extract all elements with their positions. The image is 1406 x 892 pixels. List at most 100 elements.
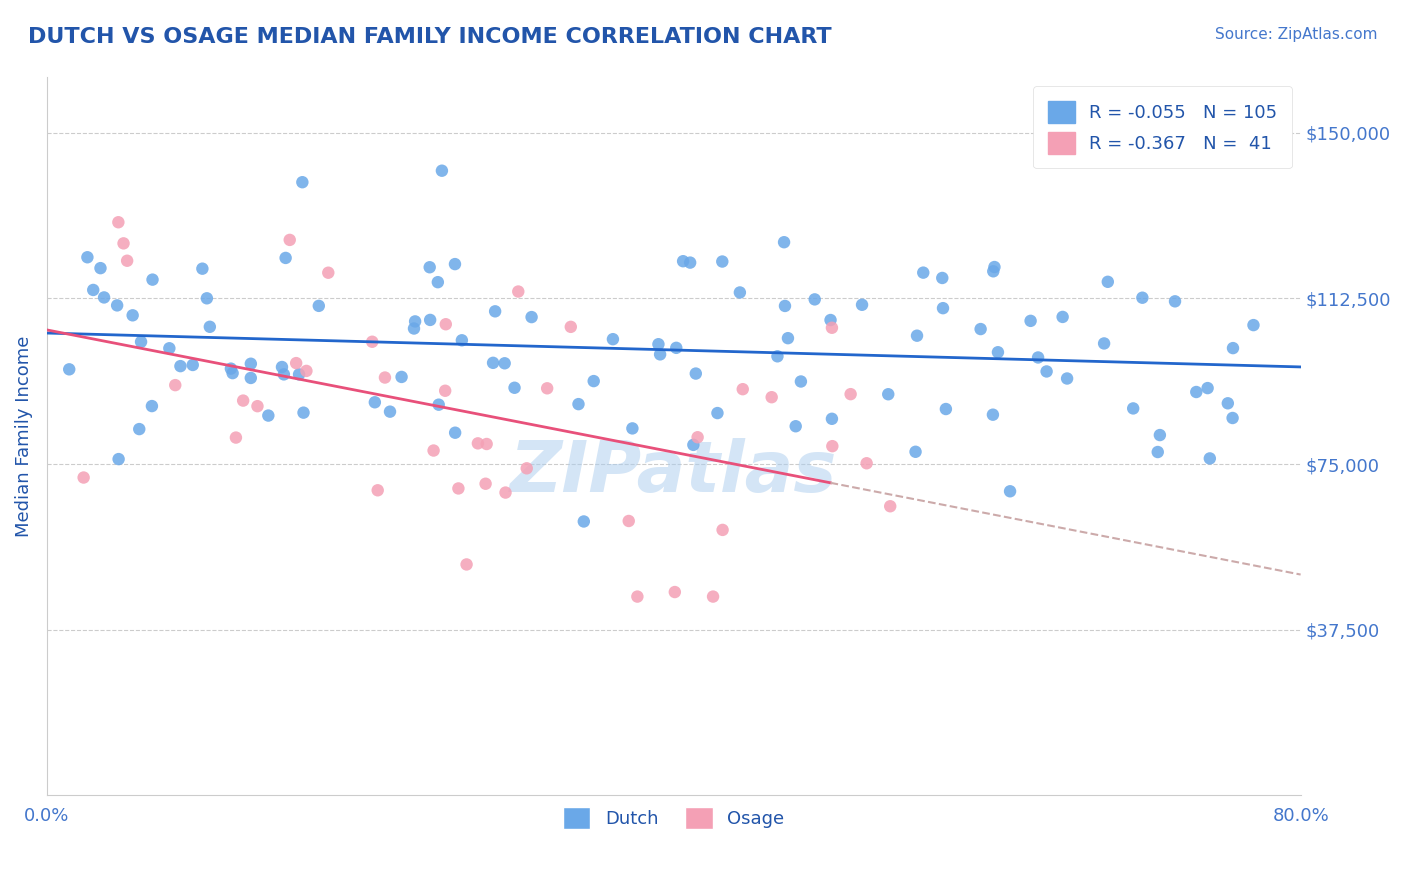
Point (969, 322, 991, 336)
Point (271, 359, 294, 374)
Text: DUTCH VS OSAGE MEDIAN FAMILY INCOME CORRELATION CHART: DUTCH VS OSAGE MEDIAN FAMILY INCOME CORR… (28, 27, 832, 46)
Point (572, 515, 595, 529)
Point (1122, 401, 1144, 416)
Point (648, 347, 671, 361)
Point (702, 590, 724, 604)
Point (508, 285, 530, 299)
Point (731, 382, 754, 396)
Point (785, 419, 807, 434)
Point (105, 298, 128, 312)
Point (665, 341, 688, 355)
Legend: Dutch, Osage: Dutch, Osage (548, 793, 799, 844)
Point (157, 341, 180, 355)
Point (932, 301, 955, 315)
Point (1132, 291, 1154, 305)
Point (664, 585, 686, 599)
Point (129, 334, 152, 349)
Point (232, 393, 254, 408)
Point (288, 368, 311, 382)
Point (820, 313, 842, 327)
Point (246, 399, 269, 413)
Point (536, 381, 558, 395)
Text: Source: ZipAtlas.com: Source: ZipAtlas.com (1215, 27, 1378, 42)
Point (291, 175, 314, 189)
Point (76, 250, 98, 264)
Point (295, 364, 318, 378)
Point (141, 272, 163, 286)
Point (761, 390, 783, 404)
Point (728, 285, 751, 300)
Point (503, 381, 526, 395)
Point (602, 332, 624, 346)
Point (711, 523, 734, 537)
Point (626, 590, 648, 604)
Point (981, 264, 1004, 278)
Point (904, 444, 927, 458)
Point (711, 254, 734, 268)
Point (422, 443, 444, 458)
Point (378, 404, 401, 418)
Point (221, 366, 243, 380)
Point (474, 476, 496, 491)
Point (1185, 384, 1208, 399)
Point (361, 334, 384, 349)
Point (475, 437, 498, 451)
Point (621, 421, 644, 435)
Point (647, 337, 669, 351)
Point (935, 402, 957, 417)
Point (419, 313, 441, 327)
Point (495, 485, 517, 500)
Point (444, 425, 467, 440)
Point (560, 319, 582, 334)
Point (1198, 451, 1220, 466)
Point (1052, 310, 1074, 324)
Point (685, 367, 707, 381)
Point (1019, 314, 1042, 328)
Point (434, 317, 457, 331)
Point (316, 266, 339, 280)
Point (434, 384, 457, 398)
Point (198, 319, 221, 334)
Point (427, 398, 450, 412)
Point (803, 293, 825, 307)
Point (141, 399, 163, 413)
Point (682, 438, 704, 452)
Point (169, 359, 191, 373)
Point (274, 251, 297, 265)
Point (981, 408, 1004, 422)
Point (292, 406, 315, 420)
Point (766, 349, 789, 363)
Point (516, 461, 538, 475)
Point (1097, 275, 1119, 289)
Point (567, 397, 589, 411)
Point (447, 482, 470, 496)
Point (931, 271, 953, 285)
Point (851, 298, 873, 312)
Point (912, 266, 935, 280)
Point (450, 333, 472, 347)
Point (905, 328, 928, 343)
Point (484, 304, 506, 318)
Point (686, 430, 709, 444)
Point (165, 378, 187, 392)
Point (467, 436, 489, 450)
Point (839, 387, 862, 401)
Point (404, 314, 426, 328)
Point (58, 362, 80, 376)
Point (225, 431, 247, 445)
Point (191, 261, 214, 276)
Point (773, 299, 796, 313)
Point (364, 395, 387, 409)
Point (987, 345, 1010, 359)
Point (93, 290, 115, 304)
Point (107, 452, 129, 467)
Point (112, 236, 135, 251)
Point (1222, 411, 1244, 425)
Point (773, 235, 796, 250)
Point (1243, 318, 1265, 332)
Point (239, 357, 262, 371)
Point (239, 371, 262, 385)
Point (444, 257, 467, 271)
Point (107, 215, 129, 229)
Point (273, 368, 295, 382)
